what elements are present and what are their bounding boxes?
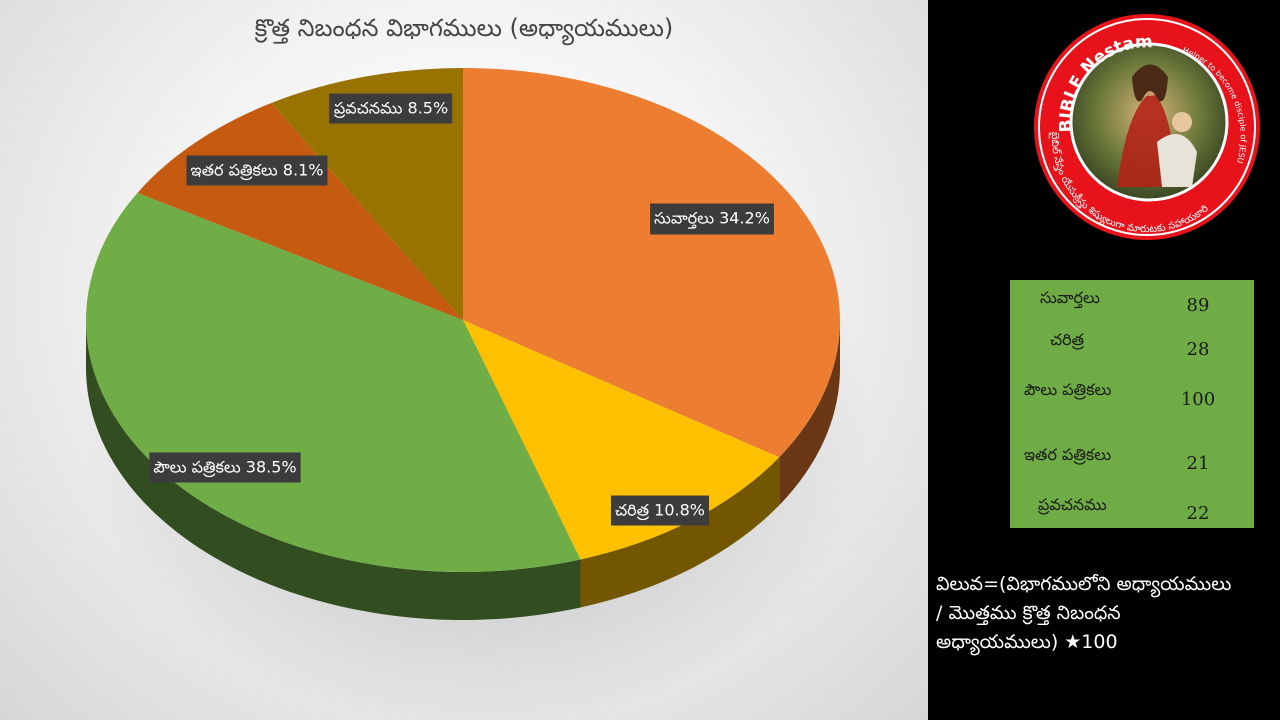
chart-panel: క్రొత్త నిబంధన విభాగములు (అధ్యాయములు) సు… (0, 0, 928, 720)
data-label-text-other-epistles: ఇతర పత్రికలు 8.1% (191, 161, 324, 181)
table-value-prophecy: 22 (1186, 503, 1210, 524)
pie-slice-prophecy (271, 68, 463, 320)
data-label-other-epistles: ఇతర పత్రికలు 8.1% (186, 155, 328, 186)
table-label-prophecy: ప్రవచనము (1038, 495, 1107, 514)
table-value-pauline: 100 (1180, 389, 1216, 410)
formula-line-3: అధ్యాయములు) ★100 (936, 631, 1118, 653)
data-label-text-pauline-epistles: పౌలు పత్రికలు 38.5% (153, 458, 296, 478)
chart-title: క్రొత్త నిబంధన విభాగములు (అధ్యాయములు) (254, 14, 674, 42)
data-label-text-history: చరిత్ర 10.8% (615, 501, 705, 521)
pie-side-history (580, 457, 780, 608)
data-label-box-prophecy (329, 93, 453, 124)
table-value-history: 28 (1186, 339, 1210, 360)
formula-line-2: / మొత్తము క్రొత్త నిబంధన (936, 602, 1121, 624)
data-label-text-gospels: సువార్తలు 34.2% (654, 209, 770, 230)
table-label-history: చరిత్ర (1050, 330, 1085, 349)
pie-tops (85, 68, 840, 573)
pie-sides (86, 320, 840, 621)
data-label-box-history (610, 495, 710, 526)
data-label-box-other-epistles (186, 155, 328, 186)
table-label-other-epistles: ఇతర పత్రికలు (1024, 445, 1112, 464)
table-label-pauline: పౌలు పత్రికలు (1024, 380, 1112, 399)
data-label-gospels: సువార్తలు 34.2% (650, 203, 774, 235)
pie-slice-gospels (463, 68, 840, 458)
pie-side-gospels (779, 320, 840, 506)
data-label-box-gospels (650, 203, 774, 235)
formula-text: విలువ=(విభాగములోని అధ్యాయములు / మొత్తము … (936, 570, 1272, 657)
pie-labels: సువార్తలు 34.2% చరిత్ర 10.8% పౌలు పత్రికలు… (149, 93, 774, 526)
table-value-gospels: 89 (1186, 295, 1210, 316)
data-label-history: చరిత్ర 10.8% (610, 495, 710, 526)
pie-chart: సువార్తలు 34.2% చరిత్ర 10.8% పౌలు పత్రికలు… (83, 68, 873, 720)
data-table: సువార్తలు 89 చరిత్ర 28 పౌలు పత్రికలు 100… (1010, 280, 1254, 528)
formula-line-1: విలువ=(విభాగములోని అధ్యాయములు (936, 573, 1232, 595)
data-label-box-pauline-epistles (149, 452, 301, 483)
bible-nestam-logo: BIBLE Nestam Helper to become disciple o… (1032, 12, 1260, 240)
table-label-gospels: సువార్తలు (1040, 288, 1100, 307)
table-value-other-epistles: 21 (1186, 453, 1210, 474)
data-label-text-prophecy: ప్రవచనము 8.5% (333, 99, 448, 119)
data-label-pauline-epistles: పౌలు పత్రికలు 38.5% (149, 452, 301, 483)
pie-side-pauline-epistles (86, 320, 581, 621)
data-label-prophecy: ప్రవచనము 8.5% (329, 93, 453, 124)
